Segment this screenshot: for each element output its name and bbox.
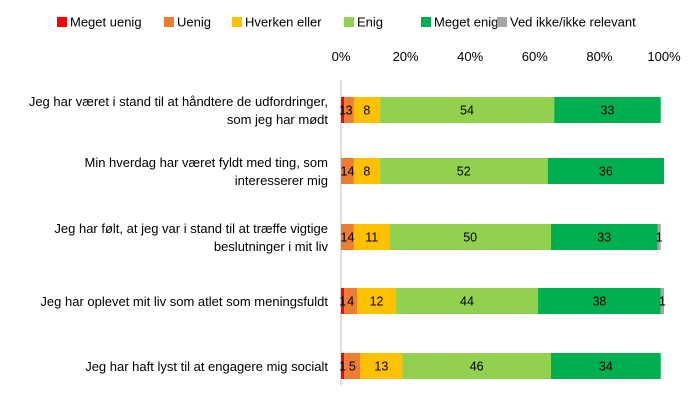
category-label: beslutninger i mit liv [214,239,329,254]
data-label: 50 [463,231,477,245]
bar-segment [657,224,661,250]
data-label: 8 [363,165,370,179]
legend-label-2: Uenig [177,15,211,30]
data-label: 14 [341,165,355,179]
bar-segment [344,97,354,123]
x-tick-label: 40% [457,49,483,64]
bar-segment [389,224,551,250]
bar-segment [353,224,390,250]
bar-segment [353,158,380,184]
data-label: 34 [599,360,613,374]
data-label: 3 [346,104,353,118]
data-label: 4 [347,295,354,309]
category-label: som jeg har mødt [227,112,329,127]
data-label: 36 [599,165,613,179]
data-label: 46 [470,360,484,374]
category-label: Min hverdag har været fyldt med ting, so… [85,155,329,170]
legend-label-4: Enig [357,15,383,30]
data-label: 5 [349,360,356,374]
data-label: 33 [597,231,611,245]
bar-segment [402,353,551,379]
bar-segment [341,288,345,314]
category-label: interesserer mig [235,173,328,188]
bar-segment [379,158,548,184]
x-tick-label: 80% [586,49,612,64]
legend-swatch-2 [164,17,174,27]
bar-segment [341,158,354,184]
bar-segment [341,97,345,123]
bar-segment [353,97,380,123]
legend-swatch-1 [57,17,67,27]
category-label: Jeg har været i stand til at håndtere de… [29,94,328,109]
legend-swatch-6 [497,17,507,27]
bar-segment [550,353,661,379]
x-tick-label: 60% [522,49,548,64]
bar-segment [547,158,664,184]
bar-segment [341,353,345,379]
bar-segment [341,224,354,250]
x-tick-label: 100% [647,49,681,64]
bar-segment [395,288,539,314]
data-label: 1 [659,295,666,309]
data-label: 1 [339,360,346,374]
data-label: 1 [656,231,663,245]
legend-swatch-3 [232,17,242,27]
legend-label-1: Meget uenig [70,15,142,30]
bar-segment [660,288,664,314]
legend-swatch-5 [421,17,431,27]
bar-segment [538,288,661,314]
data-label: 38 [592,295,606,309]
bar-segment [550,224,658,250]
data-label: 52 [457,165,471,179]
x-axis: 0% 20% 40% 60% 80% 100% [332,49,681,385]
data-label: 1 [339,295,346,309]
legend-label-3: Hverken eller [245,15,322,30]
bar-segment [360,353,403,379]
category-labels: Jeg har været i stand til at håndtere de… [29,94,329,374]
data-label: 13 [374,360,388,374]
category-label: Jeg har oplevet mit liv som atlet som me… [40,294,328,309]
data-label: 33 [601,104,615,118]
legend-swatch-4 [344,17,354,27]
legend-label-6: Ved ikke/ikke relevant [510,15,636,30]
legend: Meget uenig Uenig Hverken eller Enig Meget e… [57,15,636,30]
x-tick-label: 0% [332,49,351,64]
data-label: 54 [460,104,474,118]
x-tick-label: 20% [393,49,419,64]
data-label: 12 [370,295,384,309]
bar-segment [357,288,396,314]
bar-segment [344,288,358,314]
data-label: 8 [363,104,370,118]
category-label: Jeg har haft lyst til at engagere mig so… [85,359,328,374]
bar-segment [344,353,361,379]
data-label: 14 [341,231,355,245]
legend-label-5: Meget enig [434,15,498,30]
data-label: 1 [339,104,346,118]
data-label: 44 [460,295,474,309]
bar-segment [554,97,661,123]
bar-segment [379,97,555,123]
data-label: 11 [365,231,378,245]
category-label: Jeg har følt, at jeg var i stand til at … [54,221,328,236]
